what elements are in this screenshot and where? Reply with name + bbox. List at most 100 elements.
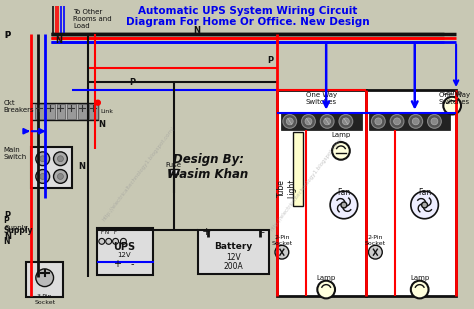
Bar: [26, 262, 64, 298]
Circle shape: [95, 100, 100, 105]
Text: N: N: [193, 26, 201, 36]
Text: One Way
Switches: One Way Switches: [306, 92, 337, 105]
Text: F: F: [100, 231, 103, 235]
Bar: [365, 90, 456, 296]
Bar: [56, 104, 65, 119]
Text: http://electricaltechnology1.blogspot.com/: http://electricaltechnology1.blogspot.co…: [269, 135, 344, 231]
Circle shape: [40, 173, 46, 180]
Circle shape: [393, 118, 401, 125]
Bar: [369, 112, 450, 130]
Text: One Way
Switches: One Way Switches: [438, 92, 470, 105]
Text: Tube
Light: Tube Light: [277, 179, 297, 198]
Circle shape: [330, 191, 358, 219]
Text: P: P: [4, 31, 10, 40]
Text: Lamp: Lamp: [443, 90, 462, 96]
Text: -: -: [260, 227, 264, 237]
Text: +: +: [201, 227, 211, 237]
Text: Battery: Battery: [215, 242, 253, 251]
Circle shape: [40, 156, 46, 162]
Text: +: +: [114, 259, 121, 269]
Bar: [89, 104, 98, 119]
Circle shape: [409, 115, 423, 128]
Text: 200A: 200A: [224, 262, 244, 271]
Circle shape: [36, 269, 54, 286]
Text: P
Supply
N: P Supply N: [3, 216, 33, 246]
Circle shape: [113, 239, 118, 244]
Bar: [35, 104, 44, 119]
Circle shape: [368, 245, 382, 259]
Circle shape: [275, 245, 289, 259]
Bar: [293, 132, 302, 206]
Circle shape: [54, 152, 67, 166]
Text: 3-Pin
Socket: 3-Pin Socket: [34, 294, 55, 305]
Text: N: N: [105, 231, 109, 235]
Text: Link: Link: [101, 109, 114, 114]
Circle shape: [422, 202, 428, 208]
Circle shape: [286, 118, 293, 125]
Text: Lamp: Lamp: [410, 275, 429, 281]
Circle shape: [342, 118, 349, 125]
Bar: [78, 104, 87, 119]
Circle shape: [428, 115, 441, 128]
Circle shape: [305, 118, 312, 125]
Bar: [31, 103, 98, 121]
Text: -: -: [130, 259, 134, 269]
Text: Ckt
Breakers: Ckt Breakers: [3, 100, 34, 113]
Circle shape: [317, 281, 335, 298]
Text: To Other
Rooms and
Load: To Other Rooms and Load: [73, 9, 112, 29]
Circle shape: [375, 118, 382, 125]
Text: Design By:
Wasim Khan: Design By: Wasim Khan: [167, 153, 249, 181]
Bar: [281, 112, 362, 130]
Text: 12V: 12V: [226, 253, 241, 262]
Text: Fuse: Fuse: [165, 162, 182, 168]
Text: Automatic UPS System Wiring Circuit: Automatic UPS System Wiring Circuit: [138, 6, 357, 16]
Circle shape: [54, 170, 67, 183]
Circle shape: [332, 142, 350, 160]
Circle shape: [339, 115, 353, 128]
Text: Fan: Fan: [418, 188, 431, 197]
Bar: [67, 104, 76, 119]
Text: Supply: Supply: [4, 225, 28, 231]
Text: 2-Pin
Socket: 2-Pin Socket: [271, 235, 292, 246]
Text: P: P: [4, 31, 10, 40]
Bar: [198, 230, 269, 274]
Bar: [170, 169, 178, 175]
Circle shape: [372, 115, 385, 128]
Text: N: N: [78, 162, 85, 171]
Bar: [46, 104, 55, 119]
Circle shape: [36, 152, 50, 166]
Circle shape: [341, 202, 347, 208]
Text: N: N: [4, 232, 11, 241]
Circle shape: [120, 239, 127, 244]
Text: http://electricaltechnology1.blogspot.com/: http://electricaltechnology1.blogspot.co…: [102, 125, 176, 222]
Text: 12V: 12V: [118, 252, 131, 258]
Circle shape: [320, 115, 334, 128]
Text: Fan: Fan: [337, 188, 350, 197]
Text: UPS: UPS: [113, 242, 136, 252]
Text: 2-Pin
Socket: 2-Pin Socket: [365, 235, 386, 246]
Circle shape: [57, 173, 64, 180]
Circle shape: [57, 156, 64, 162]
Circle shape: [99, 239, 105, 244]
Bar: [31, 147, 72, 188]
Text: F: F: [113, 231, 116, 235]
Text: Lamp: Lamp: [317, 275, 336, 281]
Circle shape: [411, 281, 428, 298]
Bar: [277, 90, 365, 296]
Text: P: P: [267, 56, 273, 65]
Text: N: N: [55, 36, 63, 45]
Circle shape: [324, 118, 330, 125]
Bar: [97, 228, 153, 275]
Circle shape: [36, 170, 50, 183]
Circle shape: [390, 115, 404, 128]
Text: Lamp: Lamp: [331, 132, 351, 138]
Circle shape: [431, 118, 438, 125]
Circle shape: [283, 115, 297, 128]
Text: P: P: [4, 211, 10, 220]
Circle shape: [106, 239, 111, 244]
Text: N: N: [98, 120, 105, 129]
Circle shape: [412, 118, 419, 125]
Text: Diagram For Home Or Office. New Design: Diagram For Home Or Office. New Design: [126, 17, 369, 27]
Text: Main
Switch: Main Switch: [3, 147, 27, 160]
Circle shape: [443, 97, 461, 115]
